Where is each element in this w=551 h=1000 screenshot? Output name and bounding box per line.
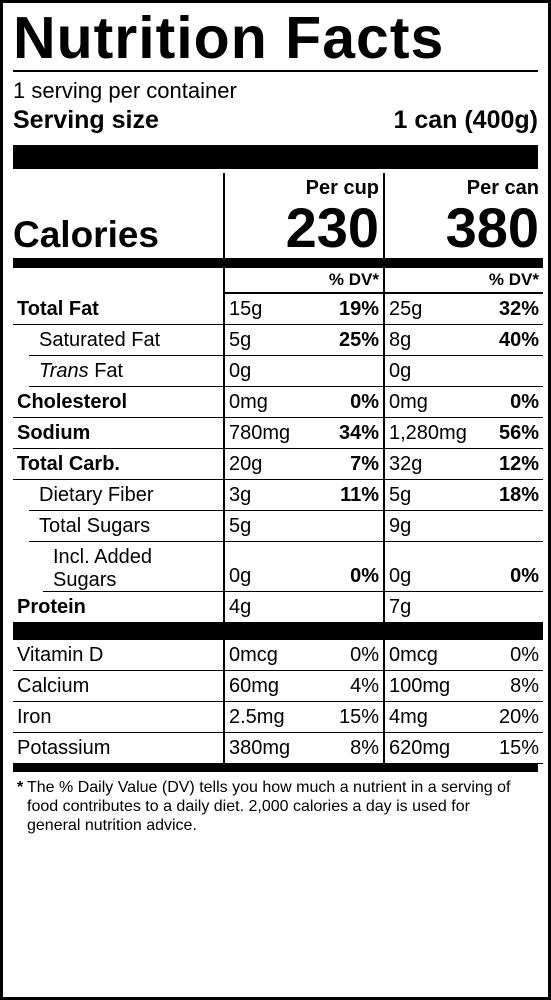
nutrient-can: 0g [383,356,543,387]
micro-rows: Vitamin D0mcg0%0mcg0%Calcium60mg4%100mg8… [13,640,538,764]
nutrient-can: 1,280mg56% [383,418,543,449]
nutrient-cup: 0g0% [223,542,383,592]
nutrient-can: 620mg15% [383,733,543,764]
nutrient-name: Calcium [13,671,223,702]
nutrient-name: Iron [13,702,223,733]
nutrition-facts-panel: Nutrition Facts 1 serving per container … [0,0,551,1000]
nutrient-name: Total Sugars [13,511,223,542]
calorie-header: Per cup Per can Calories 230 380 % DV* %… [13,173,538,294]
nutrient-name: Total Fat [13,294,223,325]
nutrient-cup: 15g19% [223,294,383,325]
nutrient-can: 4mg20% [383,702,543,733]
calories-label: Calories [13,200,223,268]
nutrient-can: 7g [383,592,543,622]
divider-bar [13,145,538,169]
servings-per-container: 1 serving per container [13,72,538,104]
nutrient-name: Cholesterol [13,387,223,418]
nutrient-cup: 0mcg0% [223,640,383,671]
nutrient-name: Vitamin D [13,640,223,671]
nutrient-can: 9g [383,511,543,542]
nutrient-can: 0mg0% [383,387,543,418]
nutrient-cup: 20g7% [223,449,383,480]
nutrient-can: 0mcg0% [383,640,543,671]
nutrient-name: Dietary Fiber [13,480,223,511]
calories-per-can: 380 [383,200,543,268]
nutrient-name: Saturated Fat [13,325,223,356]
nutrient-can: 25g32% [383,294,543,325]
serving-size-row: Serving size 1 can (400g) [13,104,538,143]
nutrient-cup: 5g25% [223,325,383,356]
calories-per-cup: 230 [223,200,383,268]
nutrient-can: 32g12% [383,449,543,480]
dv-header-can: % DV* [383,268,543,294]
nutrient-cup: 3g11% [223,480,383,511]
nutrient-cup: 380mg8% [223,733,383,764]
nutrient-name: Incl. Added Sugars [13,542,223,592]
nutrient-cup: 0mg0% [223,387,383,418]
nutrient-cup: 4g [223,592,383,622]
nutrient-cup: 0g [223,356,383,387]
nutrient-cup: 780mg34% [223,418,383,449]
nutrient-name: Potassium [13,733,223,764]
footnote: *The % Daily Value (DV) tells you how mu… [13,764,538,836]
nutrient-can: 0g0% [383,542,543,592]
macro-rows: Total Fat15g19%25g32%Saturated Fat5g25%8… [13,294,538,622]
nutrient-cup: 60mg4% [223,671,383,702]
nutrient-can: 8g40% [383,325,543,356]
nutrient-name: Trans Fat [13,356,223,387]
dv-header-cup: % DV* [223,268,383,294]
serving-size-label: Serving size [13,106,159,135]
panel-title: Nutrition Facts [13,9,538,72]
nutrient-name: Protein [13,592,223,622]
serving-size-value: 1 can (400g) [393,106,538,135]
nutrient-cup: 2.5mg15% [223,702,383,733]
nutrient-name: Total Carb. [13,449,223,480]
nutrient-can: 100mg8% [383,671,543,702]
nutrient-name: Sodium [13,418,223,449]
nutrient-cup: 5g [223,511,383,542]
nutrient-can: 5g18% [383,480,543,511]
mid-bar-row [13,622,538,640]
